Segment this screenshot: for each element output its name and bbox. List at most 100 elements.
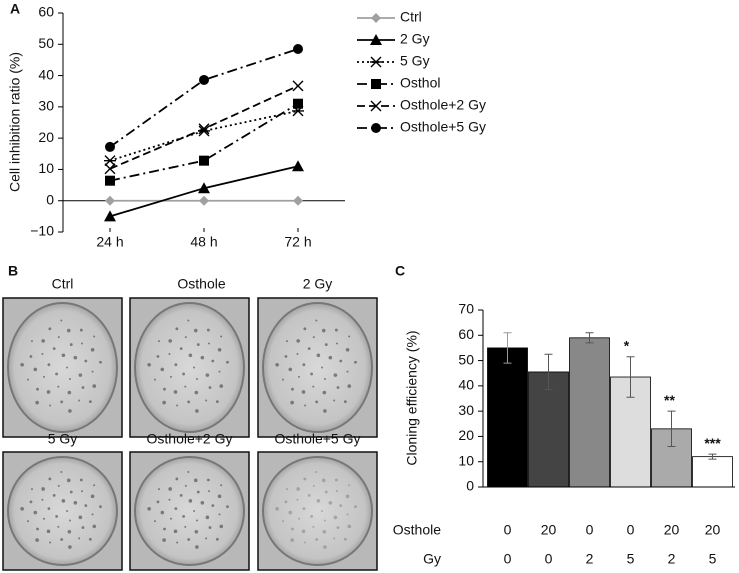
- colony: [328, 501, 333, 505]
- colony: [324, 343, 328, 346]
- colony: [179, 347, 183, 351]
- colony: [20, 363, 24, 367]
- colony: [61, 353, 66, 358]
- colony: [147, 363, 151, 367]
- colony: [188, 353, 193, 358]
- colony: [302, 363, 306, 367]
- colony: [41, 339, 45, 343]
- colony: [315, 471, 318, 474]
- y-tick-label: 60: [458, 326, 474, 342]
- dish: [262, 456, 373, 566]
- colony: [184, 336, 187, 339]
- marker: [198, 123, 210, 135]
- x-tick-label: 20: [541, 522, 557, 538]
- bar: [487, 347, 528, 488]
- colony: [57, 385, 60, 388]
- colony: [219, 524, 224, 529]
- colony: [316, 353, 321, 358]
- colony: [67, 390, 72, 395]
- colony: [168, 352, 171, 355]
- colony: [347, 524, 352, 529]
- colony: [60, 319, 63, 322]
- x-tick-label: 2: [586, 551, 594, 567]
- legend-label: Osthole+2 Gy: [400, 97, 486, 113]
- colony: [200, 355, 205, 360]
- legend-marker: [370, 100, 382, 112]
- colony: [60, 471, 63, 474]
- colony: [220, 484, 223, 487]
- colony: [43, 517, 46, 520]
- colony: [291, 387, 294, 391]
- colony: [78, 373, 83, 377]
- colony: [339, 359, 343, 363]
- legend-marker: [371, 79, 381, 89]
- marker-shape: [199, 195, 209, 206]
- y-tick-label: 40: [458, 377, 474, 393]
- colony: [288, 367, 293, 372]
- x-tick-label: 0: [545, 551, 553, 567]
- colony: [41, 498, 44, 501]
- colony: [90, 494, 95, 499]
- series-line: [109, 110, 299, 162]
- colony: [162, 400, 166, 405]
- colony: [215, 537, 219, 541]
- colony: [354, 360, 357, 364]
- colony: [93, 335, 96, 338]
- colony: [78, 399, 81, 402]
- colony: [217, 494, 222, 499]
- colony: [73, 355, 78, 360]
- colony: [334, 478, 338, 482]
- colony: [284, 500, 288, 504]
- legend-marker: [371, 13, 381, 23]
- colony: [153, 520, 156, 523]
- colony: [323, 545, 327, 549]
- marker: [104, 210, 116, 222]
- colony: [33, 510, 38, 515]
- colony: [226, 505, 229, 509]
- legend-label: 5 Gy: [400, 53, 430, 69]
- colony: [296, 352, 299, 355]
- colony: [290, 400, 294, 405]
- colony: [226, 360, 229, 364]
- colony: [219, 384, 224, 388]
- colony: [68, 378, 71, 381]
- legend-marker: [370, 34, 382, 45]
- colony: [52, 493, 56, 497]
- colony: [99, 360, 102, 364]
- colony: [184, 484, 187, 487]
- colony: [298, 375, 301, 378]
- marker: [293, 98, 303, 109]
- colony: [173, 390, 178, 394]
- legend-label: Osthol: [400, 75, 440, 91]
- x-tick-label: 20: [664, 522, 680, 538]
- colony: [41, 352, 44, 355]
- colony: [211, 504, 215, 508]
- marker-shape: [292, 160, 304, 172]
- colony: [67, 530, 72, 534]
- colony: [312, 484, 315, 487]
- colony: [69, 343, 73, 346]
- colony: [205, 399, 208, 402]
- colony: [29, 355, 33, 358]
- y-axis-label: Cell inhibition ratio (%): [7, 52, 23, 192]
- error-bar: [544, 353, 553, 391]
- colony: [60, 400, 64, 404]
- y-tick-label: 50: [38, 35, 54, 51]
- colony: [205, 537, 208, 540]
- bar: [692, 456, 733, 488]
- colony: [323, 409, 327, 413]
- colony: [174, 363, 178, 367]
- colony: [304, 541, 307, 544]
- colony: [175, 477, 179, 481]
- colony: [26, 378, 29, 381]
- colony: [30, 340, 33, 343]
- colony: [296, 339, 300, 343]
- colony: [168, 487, 172, 491]
- marker-shape: [293, 98, 303, 109]
- marker-shape: [198, 123, 210, 135]
- panel-label: B: [8, 263, 18, 279]
- colony: [206, 328, 210, 332]
- colony: [303, 477, 307, 481]
- colony: [307, 347, 311, 351]
- colony: [160, 510, 165, 515]
